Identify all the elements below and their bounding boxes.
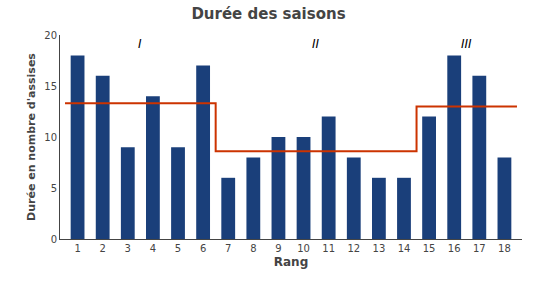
svg-text:6: 6 xyxy=(200,243,206,254)
svg-text:11: 11 xyxy=(322,243,335,254)
svg-text:15: 15 xyxy=(44,81,57,92)
svg-text:III: III xyxy=(461,37,472,51)
svg-text:Durée en nombre d'assises: Durée en nombre d'assises xyxy=(25,53,38,221)
svg-text:2: 2 xyxy=(99,243,105,254)
svg-text:3: 3 xyxy=(125,243,131,254)
svg-text:4: 4 xyxy=(150,243,156,254)
svg-text:Rang: Rang xyxy=(274,255,308,269)
svg-text:20: 20 xyxy=(44,30,57,41)
svg-text:I: I xyxy=(138,37,142,51)
svg-text:13: 13 xyxy=(373,243,386,254)
svg-text:0: 0 xyxy=(51,234,57,245)
svg-text:Durée des saisons: Durée des saisons xyxy=(191,5,345,23)
svg-text:7: 7 xyxy=(225,243,231,254)
svg-text:17: 17 xyxy=(473,243,486,254)
svg-text:10: 10 xyxy=(297,243,310,254)
svg-text:18: 18 xyxy=(498,243,511,254)
svg-text:16: 16 xyxy=(448,243,461,254)
svg-text:5: 5 xyxy=(51,183,57,194)
svg-text:15: 15 xyxy=(423,243,436,254)
svg-text:5: 5 xyxy=(175,243,181,254)
svg-text:9: 9 xyxy=(275,243,281,254)
svg-text:14: 14 xyxy=(398,243,411,254)
svg-text:10: 10 xyxy=(44,132,57,143)
svg-text:12: 12 xyxy=(347,243,360,254)
svg-text:1: 1 xyxy=(74,243,80,254)
svg-text:II: II xyxy=(312,37,320,51)
svg-text:8: 8 xyxy=(250,243,256,254)
